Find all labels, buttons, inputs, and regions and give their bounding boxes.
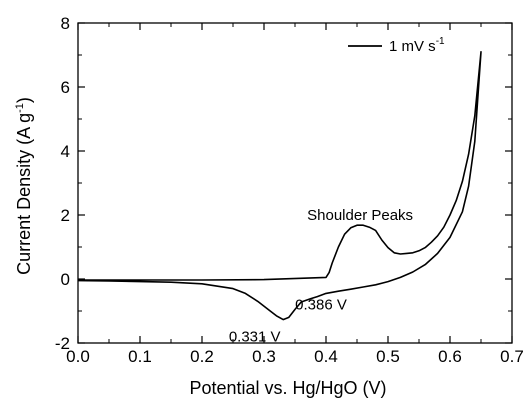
x-tick-label: 0.6 <box>438 347 462 366</box>
y-tick-label: 2 <box>61 206 70 225</box>
y-tick-label: 0 <box>61 270 70 289</box>
annotation-label: 0.331 V <box>229 328 281 345</box>
legend-label-sup: -1 <box>436 36 445 47</box>
legend-label: 1 mV s-1 <box>389 36 445 55</box>
y-tick-label: 8 <box>61 14 70 33</box>
annotations: Shoulder Peaks 0.386 V 0.331 V <box>229 207 413 346</box>
y-tick-labels: -2 0 2 4 6 8 <box>55 14 70 353</box>
legend-label-main: 1 mV s <box>389 38 436 55</box>
y-axis-title-sup: -1 <box>14 103 26 113</box>
y-axis-title-end: ) <box>14 97 34 103</box>
annotation-label: 0.386 V <box>295 296 347 313</box>
y-axis-title-main: Current Density (A g <box>14 113 34 275</box>
legend: 1 mV s-1 <box>348 36 445 55</box>
x-tick-label: 0.1 <box>128 347 152 366</box>
x-tick-label: 0.7 <box>500 347 524 366</box>
y-axis-title: Current Density (A g-1) <box>14 97 34 275</box>
series-group <box>77 50 482 321</box>
series-line <box>77 50 482 321</box>
x-tick-label: 0.2 <box>190 347 214 366</box>
x-tick-labels: 0.0 0.1 0.2 0.3 0.4 0.5 0.6 0.7 <box>66 347 524 366</box>
x-tick-label: 0.4 <box>314 347 338 366</box>
y-tick-label: 6 <box>61 78 70 97</box>
x-tick-label: 0.5 <box>376 347 400 366</box>
annotation-label: Shoulder Peaks <box>307 207 413 224</box>
x-tick-label: 0.3 <box>252 347 276 366</box>
plot-frame <box>77 22 513 344</box>
y-tick-label: 4 <box>61 142 70 161</box>
axis-ticks <box>77 22 513 344</box>
y-tick-label: -2 <box>55 334 70 353</box>
x-tick-label: 0.0 <box>66 347 90 366</box>
x-axis-title: Potential vs. Hg/HgO (V) <box>189 378 386 398</box>
